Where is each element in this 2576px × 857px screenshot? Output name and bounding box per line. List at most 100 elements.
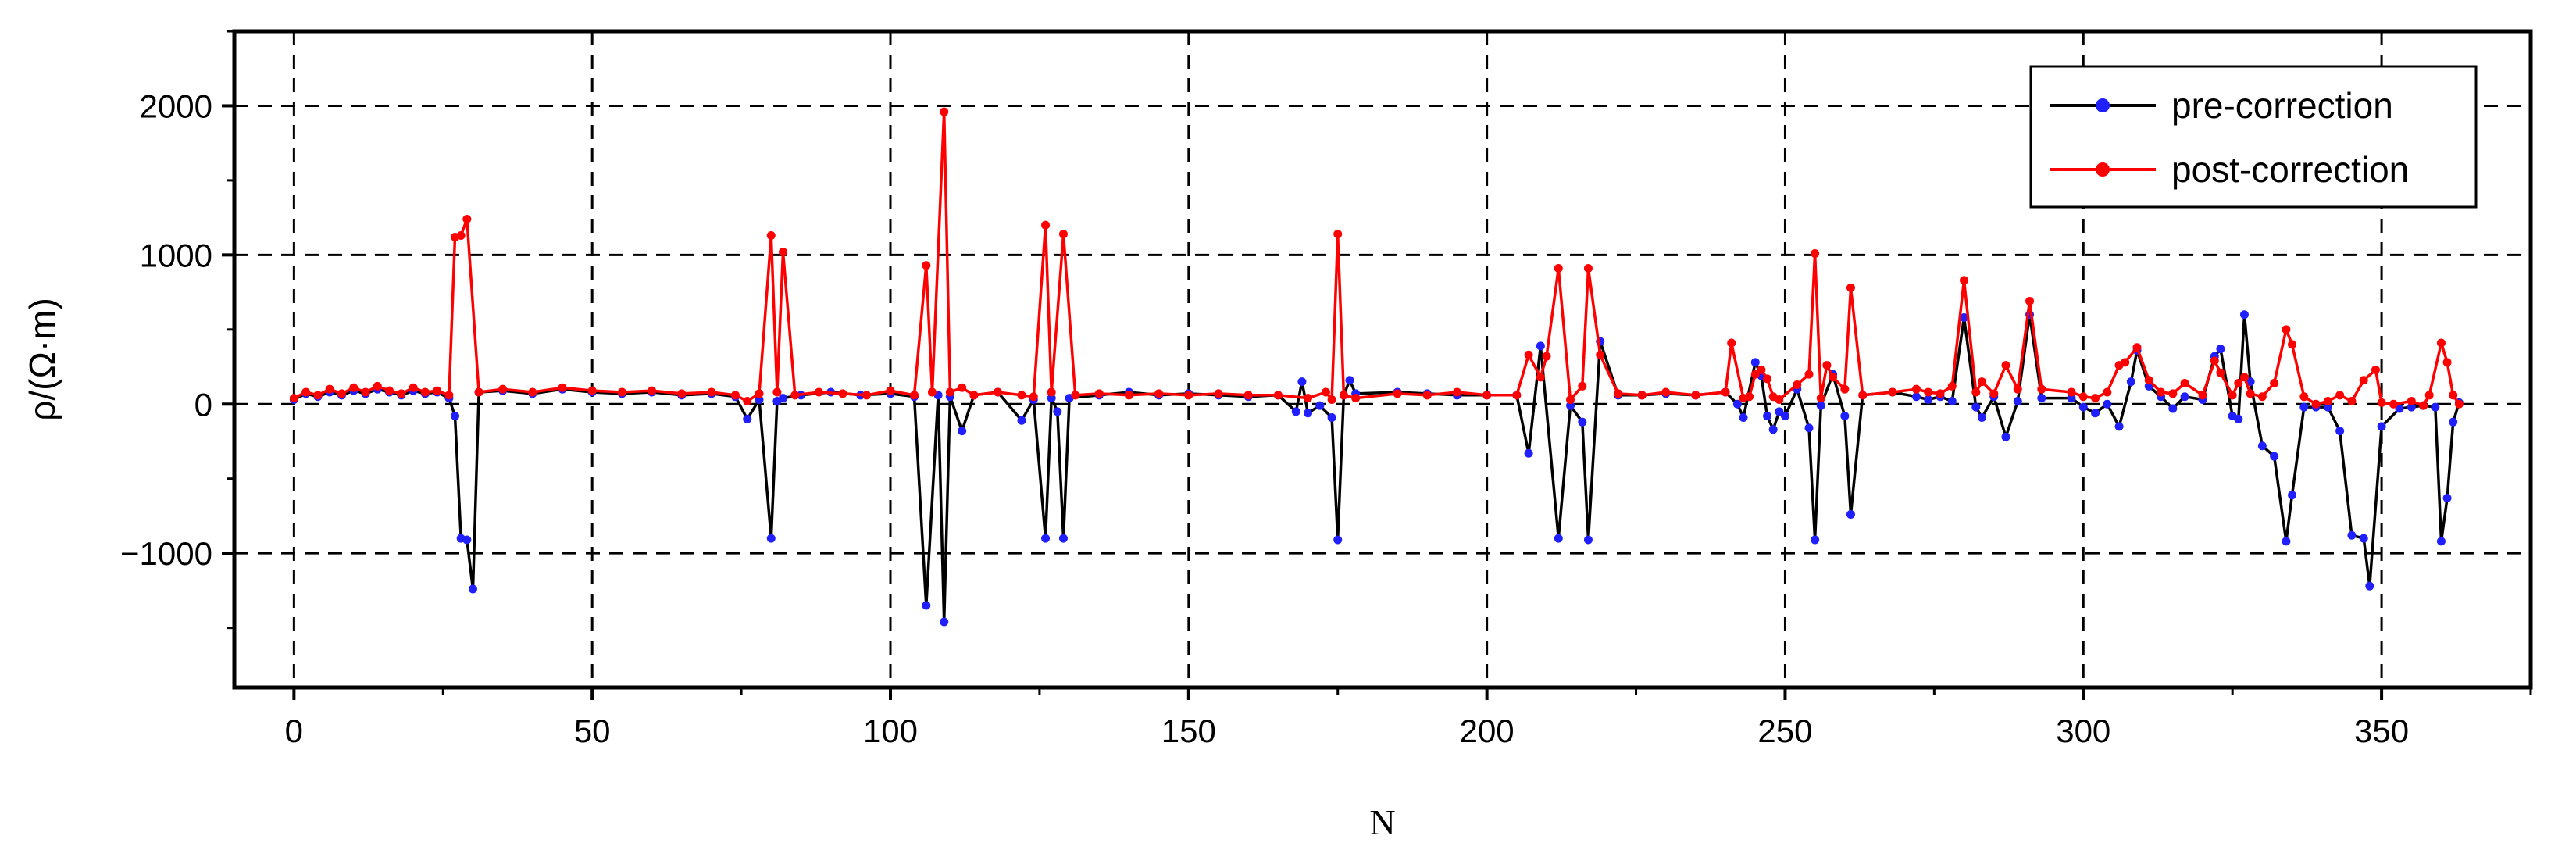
- data-point: [1596, 350, 1605, 359]
- legend-items: pre-correction post-correction: [2050, 85, 2409, 190]
- data-point: [2442, 358, 2452, 367]
- legend-label: pre-correction: [2171, 85, 2393, 126]
- data-point: [397, 389, 406, 398]
- data-point: [2454, 399, 2464, 409]
- data-point: [2389, 399, 2398, 409]
- data-point: [1793, 380, 1802, 389]
- data-point: [1960, 313, 1969, 323]
- data-point: [1727, 338, 1736, 348]
- data-point: [2168, 389, 2178, 398]
- data-point: [1422, 391, 1432, 400]
- data-point: [1822, 361, 1832, 370]
- data-point: [1041, 534, 1051, 543]
- data-point: [2126, 377, 2135, 387]
- data-point: [1273, 391, 1283, 400]
- data-point: [2168, 404, 2178, 413]
- data-point: [2299, 392, 2309, 402]
- data-point: [2377, 422, 2386, 431]
- x-tick-label: 350: [2354, 712, 2409, 749]
- data-point: [313, 391, 323, 400]
- data-point: [1452, 387, 1461, 397]
- data-point: [1536, 373, 1545, 382]
- data-point: [1768, 425, 1778, 434]
- data-point: [2442, 494, 2452, 503]
- data-point: [2395, 404, 2404, 413]
- data-point: [1775, 395, 1784, 405]
- data-point: [2371, 365, 2380, 374]
- data-point: [1775, 407, 1784, 416]
- data-point: [838, 389, 847, 398]
- data-point: [462, 535, 472, 545]
- data-point: [1291, 407, 1300, 416]
- data-point: [743, 396, 752, 405]
- data-point: [2239, 310, 2249, 320]
- data-point: [2347, 396, 2357, 405]
- data-point: [1554, 264, 1563, 273]
- data-point: [2198, 391, 2207, 400]
- data-point: [1763, 374, 1772, 384]
- data-point: [1071, 391, 1080, 400]
- data-point: [1058, 230, 1068, 239]
- data-point: [922, 261, 931, 270]
- data-point: [2359, 376, 2368, 385]
- data-point: [1936, 389, 1945, 398]
- data-point: [1524, 350, 1533, 359]
- data-point: [1047, 387, 1056, 397]
- data-point: [474, 387, 483, 397]
- data-point: [349, 383, 359, 392]
- data-point: [790, 391, 800, 400]
- data-point: [1816, 401, 1825, 410]
- data-point: [1583, 264, 1593, 273]
- data-point: [1578, 381, 1587, 391]
- data-point: [2311, 399, 2321, 409]
- data-point: [2078, 392, 2088, 402]
- legend-marker: [2096, 162, 2110, 177]
- data-point: [2216, 368, 2225, 377]
- data-point: [969, 391, 979, 400]
- data-point: [1304, 409, 1313, 418]
- data-point: [462, 215, 472, 224]
- x-tick-label: 150: [1161, 712, 1216, 749]
- series-post-correction: [289, 107, 2464, 410]
- data-point: [886, 386, 895, 395]
- data-point: [2037, 394, 2046, 403]
- data-point: [558, 383, 567, 392]
- data-point: [1757, 365, 1766, 374]
- data-point: [1858, 391, 1868, 400]
- data-point: [1811, 535, 1820, 545]
- legend: pre-correction post-correction: [2029, 65, 2478, 209]
- data-point: [2121, 358, 2130, 367]
- data-point: [1804, 370, 1814, 379]
- data-point: [1327, 395, 1336, 405]
- data-point: [1554, 534, 1563, 543]
- grid: [234, 31, 2531, 687]
- data-point: [1840, 412, 1850, 421]
- data-point: [1947, 381, 1957, 391]
- data-point: [1911, 384, 1921, 394]
- data-point: [2144, 376, 2153, 385]
- data-point: [301, 387, 311, 397]
- data-point: [922, 601, 931, 610]
- data-point: [2282, 537, 2291, 546]
- data-point: [2257, 441, 2267, 451]
- data-point: [2013, 384, 2022, 394]
- data-point: [1482, 391, 1492, 400]
- data-point: [2449, 391, 2458, 400]
- data-point: [1321, 387, 1330, 397]
- data-point: [1339, 391, 1348, 400]
- data-point: [1154, 389, 1164, 398]
- data-point: [2282, 325, 2291, 334]
- data-point: [1846, 510, 1855, 520]
- data-point: [1029, 392, 1038, 402]
- data-point: [2157, 387, 2166, 397]
- data-point: [1661, 387, 1671, 397]
- x-tick-label: 50: [574, 712, 611, 749]
- data-point: [409, 383, 418, 392]
- data-point: [927, 387, 937, 397]
- data-point: [1846, 283, 1855, 292]
- data-point: [1732, 399, 1742, 409]
- legend-item: pre-correction: [2050, 85, 2393, 126]
- data-point: [940, 107, 949, 116]
- data-point: [814, 387, 823, 397]
- data-point: [743, 414, 752, 423]
